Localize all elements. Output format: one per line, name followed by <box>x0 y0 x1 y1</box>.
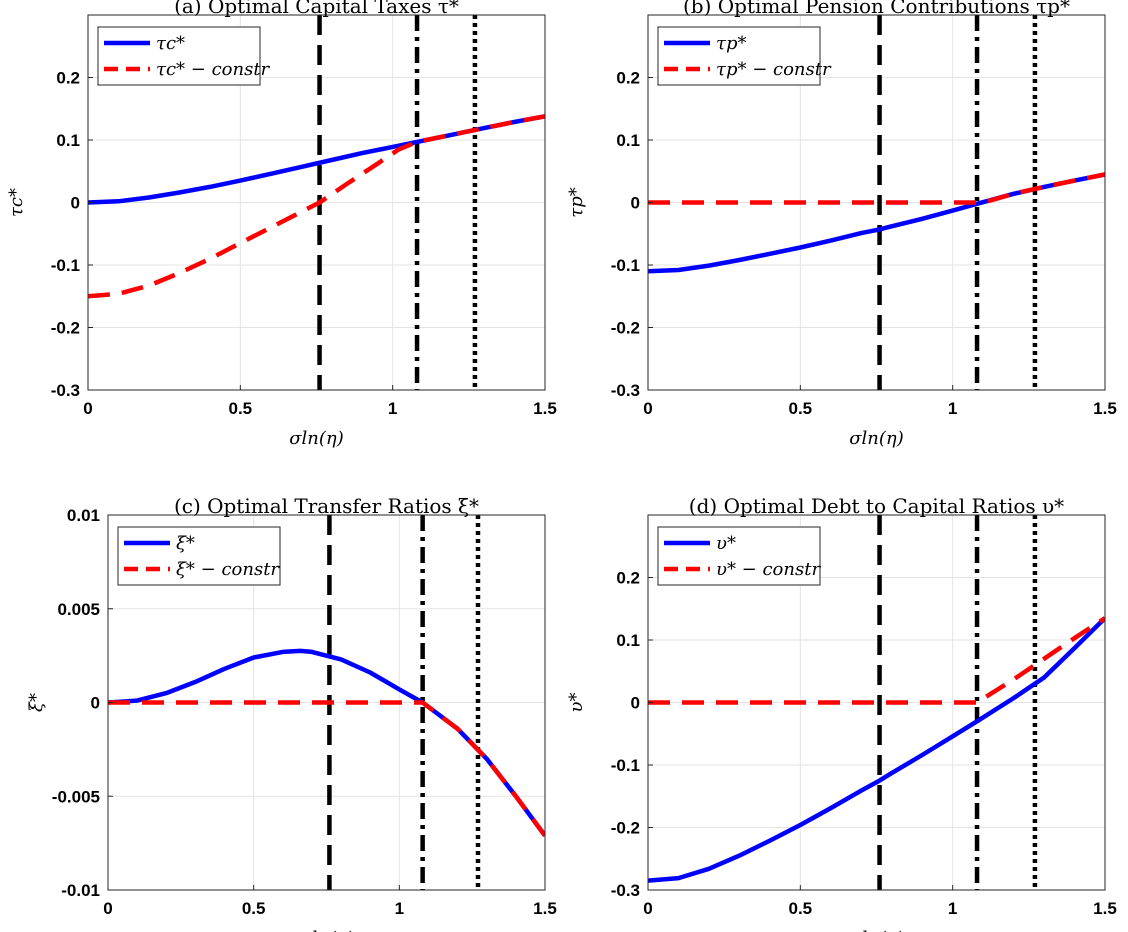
y-tick-label: 0.01 <box>67 506 100 525</box>
y-axis-label: υ* <box>566 693 587 713</box>
y-tick-label: -0.3 <box>611 381 640 400</box>
y-tick-label: -0.1 <box>51 256 80 275</box>
x-tick-label: 0.5 <box>229 399 253 418</box>
x-tick-label: 0.5 <box>789 899 813 918</box>
y-tick-label: 0.2 <box>56 69 80 88</box>
y-tick-label: -0.3 <box>611 881 640 900</box>
x-tick-label: 0.5 <box>242 899 266 918</box>
y-tick-label: 0 <box>91 694 100 713</box>
panel-b: 0 0.5 1 1.5 -0.3 -0.2 -0.1 0 0.1 0.2 (b) Optimal P… <box>566 0 1117 449</box>
panel-d: 0 0.5 1 1.5 -0.3 -0.2 -0.1 0 0.1 0.2 (d) Optimal D… <box>566 494 1117 932</box>
y-tick-label: -0.3 <box>51 381 80 400</box>
legend: τp* τp* − constr <box>657 26 832 86</box>
legend-label: υ* <box>716 533 736 554</box>
x-axis-label: σln(η) <box>289 428 343 449</box>
chart-title: (b) Optimal Pension Contributions τp* <box>683 0 1070 18</box>
legend-label: ξ* − constr <box>176 559 280 580</box>
y-axis-label: τp* <box>566 187 587 217</box>
series-line-constrained <box>648 616 1105 705</box>
chart-title: (a) Optimal Capital Taxes τ* <box>174 0 459 18</box>
x-tick-label: 1.5 <box>533 399 557 418</box>
y-axis-label: τc* <box>6 188 27 217</box>
x-axis-label: σln(η) <box>849 428 903 449</box>
x-tick-label: 0.5 <box>789 399 813 418</box>
panel-a: 0 0.5 1 1.5 -0.3 -0.2 -0.1 0 0.1 0.2 (a) Optimal C… <box>6 0 557 449</box>
y-tick-label: -0.2 <box>611 819 640 838</box>
series-line-constrained <box>108 700 545 837</box>
series-line-optimal <box>108 648 545 837</box>
chart-title: (d) Optimal Debt to Capital Ratios υ* <box>689 494 1064 518</box>
y-tick-label: 0.005 <box>57 600 100 619</box>
legend-box <box>657 526 821 586</box>
legend-label: υ* − constr <box>716 559 821 580</box>
x-tick-label: 0 <box>643 399 652 418</box>
legend-label: τp* − constr <box>716 59 832 80</box>
y-tick-label: 0.1 <box>616 631 640 650</box>
panel-c: 0 0.5 1 1.5 -0.01 -0.005 0 0.005 0.01 (c) Optimal… <box>26 494 557 932</box>
y-tick-label: -0.2 <box>51 319 80 338</box>
y-tick-label: -0.1 <box>611 256 640 275</box>
x-tick-label: 1.5 <box>1093 399 1117 418</box>
y-tick-label: 0.2 <box>616 569 640 588</box>
legend-box <box>117 526 281 586</box>
x-tick-label: 1.5 <box>1093 899 1117 918</box>
series-group <box>88 15 545 390</box>
x-tick-label: 0 <box>103 899 112 918</box>
x-tick-label: 0 <box>83 399 92 418</box>
y-tick-label: 0.1 <box>56 131 80 150</box>
legend-label: τc* − constr <box>156 59 271 80</box>
y-tick-label: 0 <box>631 694 640 713</box>
x-tick-label: 1 <box>388 399 397 418</box>
y-tick-label: 0 <box>71 194 80 213</box>
chart-title: (c) Optimal Transfer Ratios ξ* <box>174 494 479 518</box>
series-group <box>108 515 545 890</box>
legend-label: τc* <box>156 33 185 54</box>
x-axis-label: σln(η) <box>299 928 353 932</box>
legend: τc* τc* − constr <box>97 26 271 86</box>
series-line-optimal <box>648 616 1105 883</box>
legend-label: τp* <box>716 33 746 54</box>
x-tick-label: 1 <box>395 899 404 918</box>
legend: ξ* ξ* − constr <box>117 526 281 586</box>
x-tick-label: 1 <box>948 399 957 418</box>
series-line-constrained <box>88 114 545 299</box>
legend: υ* υ* − constr <box>657 526 821 586</box>
legend-box <box>97 26 261 86</box>
x-tick-label: 0 <box>643 899 652 918</box>
y-tick-label: 0.1 <box>616 131 640 150</box>
series-line-constrained <box>648 172 1105 205</box>
x-tick-label: 1 <box>948 899 957 918</box>
y-tick-label: -0.01 <box>61 881 100 900</box>
x-tick-label: 1.5 <box>533 899 557 918</box>
y-tick-label: 0 <box>631 194 640 213</box>
y-tick-label: -0.2 <box>611 319 640 338</box>
y-axis-label: ξ* <box>26 693 47 712</box>
series-group <box>648 15 1105 390</box>
legend-label: ξ* <box>176 533 195 554</box>
series-group <box>648 515 1105 890</box>
y-tick-label: -0.1 <box>611 756 640 775</box>
y-tick-label: 0.2 <box>616 69 640 88</box>
x-axis-label: σln(η) <box>849 928 903 932</box>
y-tick-label: -0.005 <box>52 787 100 806</box>
legend-box <box>657 26 821 86</box>
